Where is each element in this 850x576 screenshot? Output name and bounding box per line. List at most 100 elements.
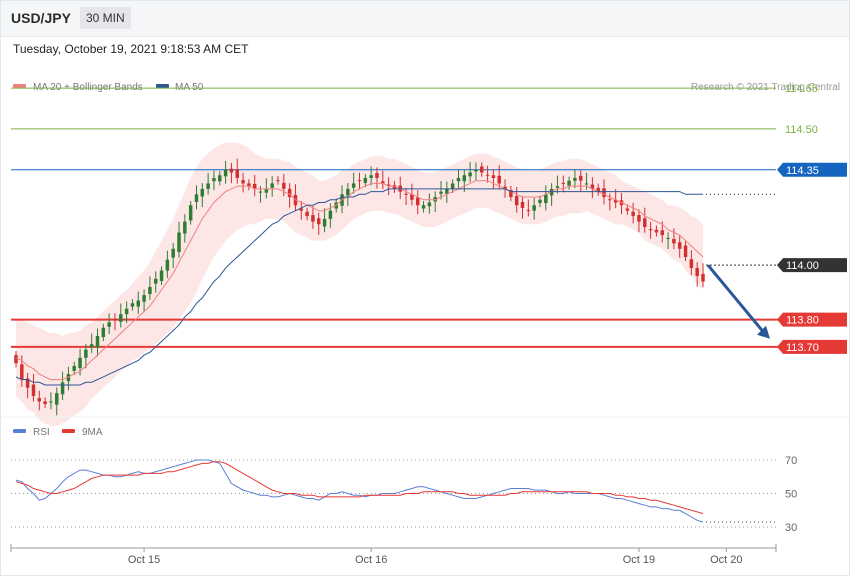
level-label-114-35: 114.35 <box>786 165 819 177</box>
candle-body <box>421 205 426 209</box>
candle-body <box>107 322 111 327</box>
candle-body <box>299 208 304 211</box>
level-tag-113-70 <box>777 339 847 354</box>
candle-body <box>555 186 560 188</box>
candle-body <box>573 177 577 181</box>
candle-body <box>200 188 205 197</box>
candle-body <box>514 195 519 206</box>
candle-body <box>631 211 635 217</box>
top-bar: USD/JPY 30 MIN <box>0 0 850 37</box>
candle-body <box>392 185 397 189</box>
candle-body <box>14 355 18 364</box>
candle-body <box>142 295 146 302</box>
candle-body <box>287 188 292 198</box>
candle-body <box>247 183 251 187</box>
bollinger-bands <box>16 142 703 426</box>
level-tag-114-35 <box>777 162 847 177</box>
candle-body <box>561 182 566 184</box>
candle-body <box>677 242 682 249</box>
candle-body <box>223 169 228 177</box>
candle-body <box>549 188 554 196</box>
candle-body <box>119 314 123 322</box>
level-label-114-50: 114.50 <box>785 124 818 136</box>
moving-averages <box>15 180 704 386</box>
level-label-113-70: 113.70 <box>786 342 819 354</box>
candle-body <box>346 188 350 196</box>
candle-body <box>503 186 507 189</box>
level-label-114-00: 114.00 <box>786 260 819 272</box>
candle-body <box>369 175 373 178</box>
candle-body <box>613 199 618 203</box>
candle-body <box>282 182 286 189</box>
candle-body <box>78 357 82 369</box>
level-tag-113-80 <box>777 312 847 327</box>
candle-body <box>578 175 583 181</box>
candle-body <box>165 259 170 271</box>
candle-body <box>427 202 432 207</box>
x-tick-label: Oct 16 <box>355 554 387 566</box>
rsi-tick-70: 70 <box>785 455 797 467</box>
candle-body <box>445 188 449 194</box>
candle-body <box>643 218 647 228</box>
candle-body <box>596 187 600 192</box>
candle-body <box>544 194 548 204</box>
candle-body <box>456 177 461 182</box>
candle-body <box>124 308 129 315</box>
candle-body <box>235 169 239 178</box>
candle-body <box>480 166 484 173</box>
candle-body <box>351 183 356 188</box>
ma9-legend-label: 9MA <box>82 427 103 438</box>
candle-body <box>625 208 630 211</box>
candle-body <box>328 210 333 219</box>
candle-body <box>89 344 94 348</box>
candle-body <box>37 398 42 402</box>
ma20-legend-label: MA 20 + Bollinger Bands <box>33 82 143 93</box>
projection-arrow-shaft <box>706 264 766 334</box>
rsi-tick-50: 50 <box>785 489 797 501</box>
x-tick-label: Oct 20 <box>710 554 742 566</box>
rsi-panel: 70 50 30 <box>11 455 797 534</box>
candle-body <box>637 215 641 222</box>
candle-body <box>357 180 362 182</box>
candle-body <box>689 259 694 268</box>
candle-body <box>31 384 36 396</box>
candle-body <box>171 248 175 258</box>
candle-body <box>526 210 531 212</box>
candle-body <box>258 191 263 193</box>
ma50-line <box>15 188 703 386</box>
candle-body <box>66 374 71 382</box>
candle-body <box>194 194 199 202</box>
candle-body <box>159 270 164 281</box>
candle-body <box>177 232 181 253</box>
candle-body <box>95 335 100 348</box>
candle-body <box>584 183 589 185</box>
candles <box>14 158 705 416</box>
report-datetime: Tuesday, October 19, 2021 9:18:53 AM CET <box>13 42 249 56</box>
candle-body <box>130 303 135 307</box>
candle-body <box>252 183 257 189</box>
timeframe-badge[interactable]: 30 MIN <box>80 7 131 29</box>
candle-body <box>25 378 30 388</box>
rsi-ma-line <box>15 461 704 515</box>
candle-body <box>474 169 478 172</box>
candle-body <box>305 211 309 217</box>
candle-body <box>672 239 676 244</box>
candle-body <box>49 401 53 403</box>
candle-body <box>276 180 280 182</box>
candle-body <box>375 173 379 178</box>
candle-body <box>404 193 408 195</box>
rsi-tick-30: 30 <box>785 522 797 534</box>
price-levels <box>11 87 778 348</box>
candle-body <box>218 175 222 182</box>
candle-body <box>520 201 525 208</box>
candle-body <box>241 180 245 184</box>
candle-body <box>322 218 327 227</box>
level-label-114-65: 114.65 <box>785 83 818 95</box>
rsi-legend-swatch <box>13 429 26 433</box>
x-axis-ticks: Oct 15 Oct 16 Oct 19 Oct 20 <box>10 544 777 566</box>
rsi-legend-label: RSI <box>33 427 50 438</box>
level-label-113-80: 113.80 <box>786 315 819 327</box>
candle-body <box>695 267 699 277</box>
copyright: Research © 2021 Trading Central <box>691 82 840 93</box>
